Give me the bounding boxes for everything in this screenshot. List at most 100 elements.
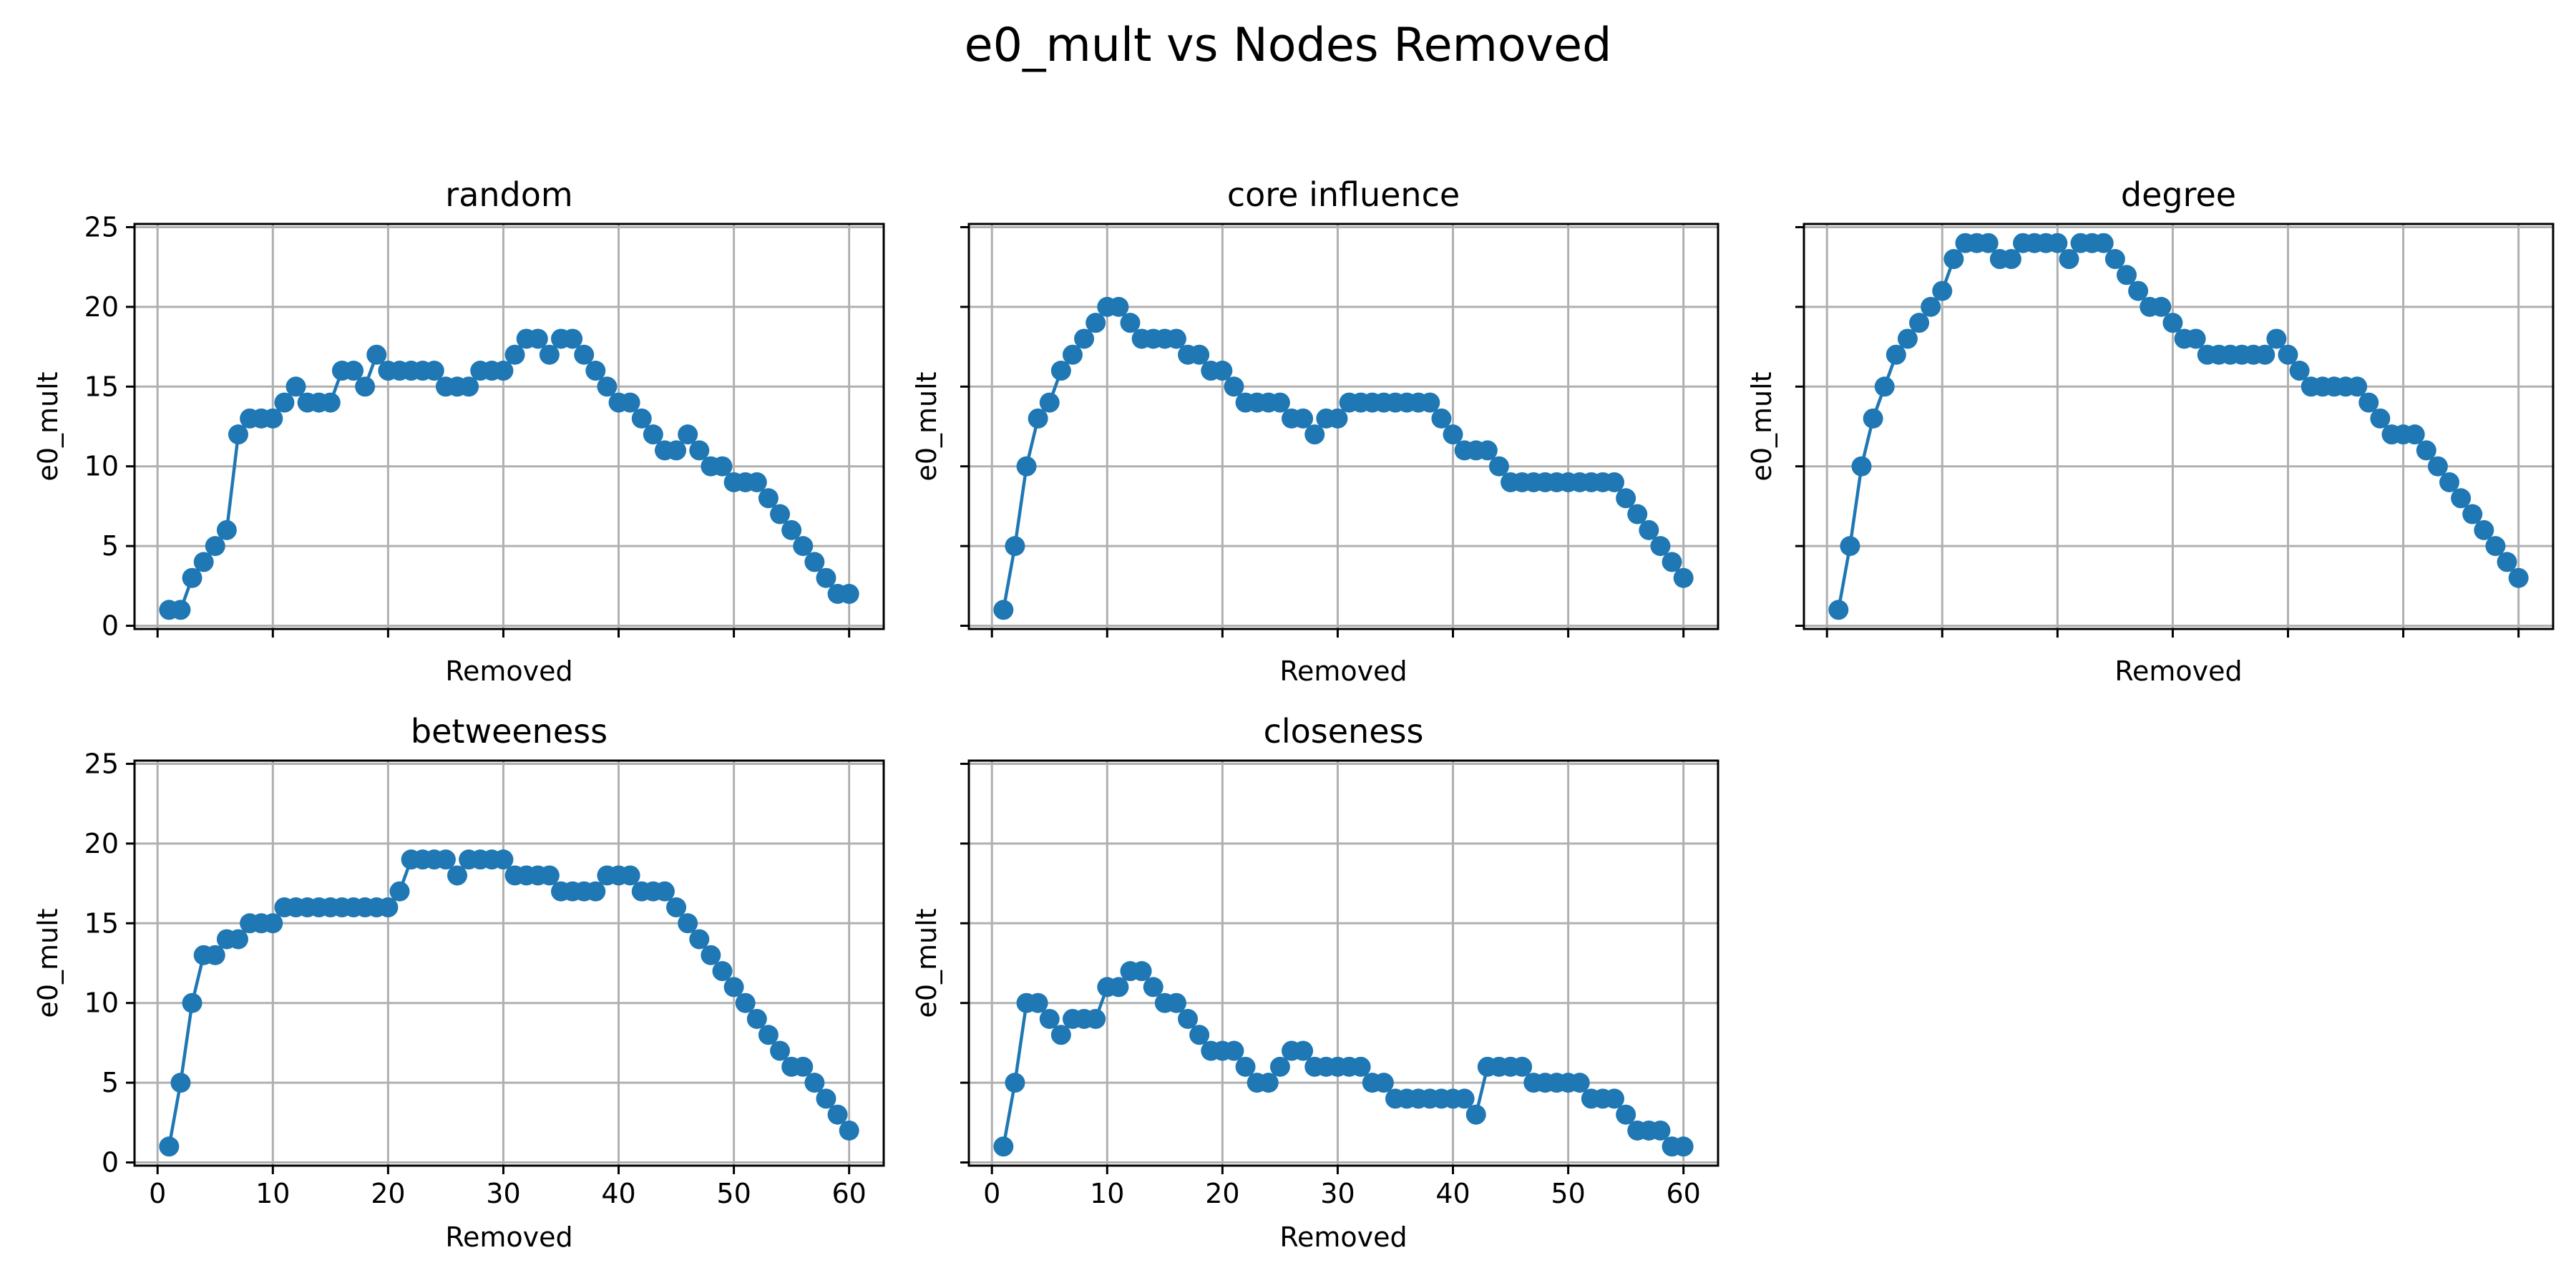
data-point [643, 424, 663, 445]
data-point [2278, 344, 2298, 365]
y-tick-label: 20 [84, 828, 119, 859]
x-tick-label: 40 [1435, 1178, 1470, 1209]
data-point [2093, 233, 2114, 253]
data-point [1897, 328, 1918, 349]
data-point [1258, 1073, 1279, 1093]
data-point [1050, 1025, 1071, 1045]
y-tick-label: 25 [84, 748, 119, 779]
data-point [2416, 440, 2436, 461]
data-point [1616, 488, 1636, 509]
data-point [527, 328, 548, 349]
data-point [1039, 392, 1060, 413]
data-point [1143, 977, 1163, 997]
y-tick-label: 5 [102, 1067, 119, 1098]
data-point [2404, 424, 2425, 445]
data-point [993, 1136, 1014, 1157]
data-point [793, 536, 814, 557]
data-point [746, 1008, 767, 1029]
data-point [193, 552, 214, 572]
data-point [2485, 536, 2506, 557]
data-point [320, 392, 341, 413]
subplot-betweeness: 0 10 20 30 40 50 60 0 5 10 15 20 25 betweeness Removed… [32, 712, 885, 1253]
data-point [735, 992, 756, 1013]
x-tick-label: 20 [1205, 1178, 1239, 1209]
subplot-title: core influence [1227, 175, 1460, 214]
data-point [770, 504, 791, 525]
data-point [1062, 344, 1083, 365]
data-point [1224, 1040, 1244, 1061]
data-point [2128, 280, 2149, 301]
data-point [701, 945, 721, 965]
figure-title: e0_mult vs Nodes Removed [965, 19, 1612, 72]
data-point [816, 567, 836, 588]
data-point [493, 849, 514, 870]
data-point [2117, 265, 2137, 286]
data-point [781, 519, 802, 540]
data-point [459, 376, 479, 397]
subplot-title: random [445, 175, 572, 214]
x-tick-label: 50 [716, 1178, 751, 1209]
y-tick-label: 0 [102, 610, 119, 642]
data-point [654, 881, 675, 902]
subplot-title: closeness [1264, 712, 1424, 751]
data-point [2266, 328, 2287, 349]
axes-frame [967, 759, 1719, 1167]
data-point [1178, 1008, 1199, 1029]
data-point [712, 456, 733, 477]
data-point [2347, 376, 2368, 397]
axes-frame [1802, 223, 2555, 630]
data-point [620, 865, 640, 886]
data-point [1488, 456, 1509, 477]
data-point [2255, 344, 2275, 365]
y-tick-label: 15 [84, 371, 119, 402]
data-point [1212, 361, 1233, 381]
x-axis-label: Removed [1279, 1221, 1407, 1253]
y-tick-label: 0 [102, 1147, 119, 1179]
data-point [1420, 392, 1440, 413]
x-tick-label: 10 [255, 1178, 290, 1209]
data-point [1189, 1025, 1210, 1045]
data-point [2451, 488, 2472, 509]
data-point [435, 849, 456, 870]
data-point [1108, 296, 1129, 317]
x-tick-label: 60 [831, 1178, 866, 1209]
data-point [2508, 567, 2529, 588]
subplot-core-influence: core influence Removed e0_mult [911, 175, 1719, 687]
y-tick-label: 5 [102, 530, 119, 562]
data-point [1932, 280, 1953, 301]
data-point [389, 881, 410, 902]
data-point [2289, 361, 2310, 381]
data-point [182, 992, 203, 1013]
data-point [2474, 519, 2494, 540]
data-point [263, 408, 283, 429]
data-point [1293, 408, 1314, 429]
data-point [2370, 408, 2391, 429]
data-point [286, 376, 306, 397]
data-point [504, 344, 525, 365]
data-point [1016, 456, 1037, 477]
x-axis-label: Removed [1279, 655, 1407, 687]
data-point [539, 344, 560, 365]
data-point [493, 361, 514, 381]
data-point [355, 376, 376, 397]
data-point [1028, 408, 1048, 429]
data-point [1885, 344, 1906, 365]
y-axis-label: e0_mult [911, 908, 942, 1018]
data-point [1373, 1073, 1394, 1093]
data-point [562, 328, 583, 349]
data-point [712, 961, 733, 982]
data-point [597, 376, 618, 397]
data-point [1235, 1056, 1256, 1077]
data-point [1569, 1073, 1590, 1093]
data-point [1189, 344, 1210, 365]
data-point [1028, 992, 1048, 1013]
data-point [2185, 328, 2206, 349]
x-tick-label: 10 [1090, 1178, 1124, 1209]
data-point [1050, 361, 1071, 381]
data-point [1639, 519, 1659, 540]
y-tick-label: 25 [84, 211, 119, 243]
data-point [804, 552, 825, 572]
data-point [216, 519, 237, 540]
